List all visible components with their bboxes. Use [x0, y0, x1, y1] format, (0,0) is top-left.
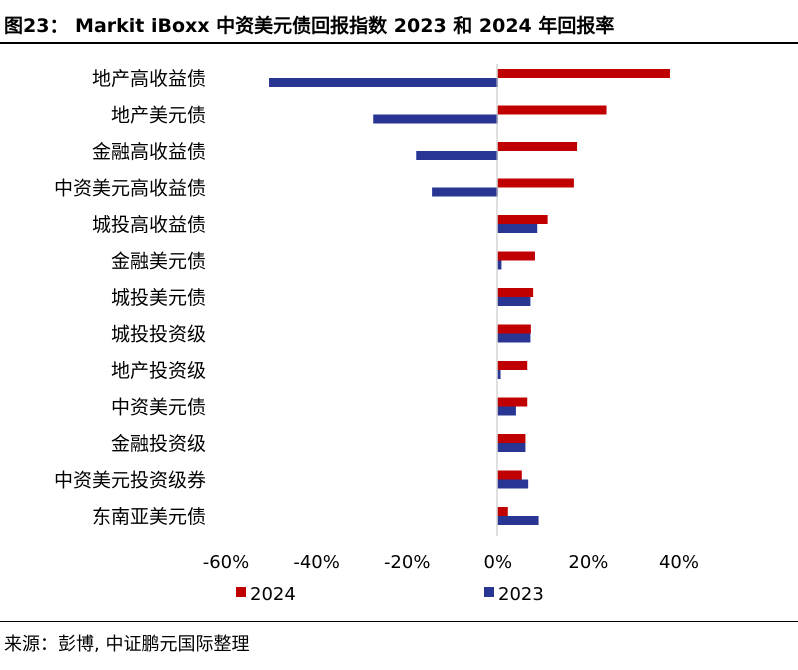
bar-2024-7: [497, 288, 534, 297]
bar-2023-6: [497, 260, 502, 270]
bar-2023-13: [497, 516, 539, 525]
bar-2023-8: [497, 333, 531, 343]
category-label: 城投高收益债: [92, 214, 206, 236]
bar-2023-1: [269, 78, 498, 87]
bar-2024-3: [497, 142, 578, 151]
bar-2023-10: [497, 406, 516, 416]
category-label: 城投投资级: [111, 324, 206, 346]
bar-2024-2: [497, 105, 607, 115]
bar-2024-5: [497, 215, 548, 224]
category-label: 东南亚美元债: [92, 506, 206, 528]
x-tick-labels: -60% -40% -20% 0% 20% 40%: [203, 552, 699, 573]
bar-2023-9: [497, 370, 501, 379]
bar-2023-2: [373, 114, 498, 124]
bar-2024-12: [497, 470, 522, 480]
category-labels: 地产高收益债地产美元债金融高收益债中资美元高收益债城投高收益债金融美元债城投美元…: [54, 68, 206, 528]
bar-2023-4: [432, 187, 498, 197]
category-label: 金融投资级: [111, 433, 206, 455]
category-label: 中资美元债: [111, 397, 206, 419]
bar-2023-5: [497, 224, 538, 233]
bars: [269, 69, 670, 525]
bar-2023-7: [497, 297, 531, 306]
category-label: 中资美元投资级券: [54, 470, 206, 492]
category-label: 金融高收益债: [92, 141, 206, 163]
legend-swatch-2023: [484, 587, 494, 597]
bar-2023-11: [497, 443, 526, 452]
legend-swatch-2024: [236, 587, 246, 597]
bar-2024-1: [497, 69, 670, 78]
bar-2023-12: [497, 479, 529, 489]
bar-2024-13: [497, 507, 508, 516]
bar-2024-11: [497, 434, 526, 443]
legend-label-2023: 2023: [498, 584, 544, 605]
category-label: 地产高收益债: [92, 68, 206, 90]
x-tick-label: -20%: [384, 552, 431, 573]
legend: 2024 2023: [236, 584, 544, 605]
x-tick-label: 0%: [484, 552, 513, 573]
category-label: 地产投资级: [111, 360, 206, 382]
category-label: 金融美元债: [111, 251, 206, 273]
source-divider: [0, 621, 798, 622]
category-label: 地产美元债: [111, 105, 206, 127]
x-tick-label: 40%: [659, 552, 699, 573]
bar-2023-3: [416, 151, 498, 160]
title-divider: [0, 42, 798, 44]
bar-2024-9: [497, 361, 528, 370]
source-note: 来源：彭博, 中证鹏元国际整理: [4, 634, 250, 655]
category-label: 城投美元债: [111, 287, 206, 309]
bar-2024-10: [497, 397, 528, 407]
x-tick-label: -40%: [293, 552, 340, 573]
legend-label-2024: 2024: [250, 584, 296, 605]
x-tick-label: 20%: [568, 552, 608, 573]
bar-chart: 地产高收益债地产美元债金融高收益债中资美元高收益债城投高收益债金融美元债城投美元…: [54, 64, 699, 605]
x-tick-label: -60%: [203, 552, 250, 573]
category-label: 中资美元高收益债: [54, 178, 206, 200]
bar-2024-6: [497, 251, 535, 261]
bar-2024-8: [497, 324, 531, 334]
figure-title: 图23： Markit iBoxx 中资美元债回报指数 2023 和 2024 …: [4, 15, 615, 37]
bar-2024-4: [497, 178, 574, 188]
